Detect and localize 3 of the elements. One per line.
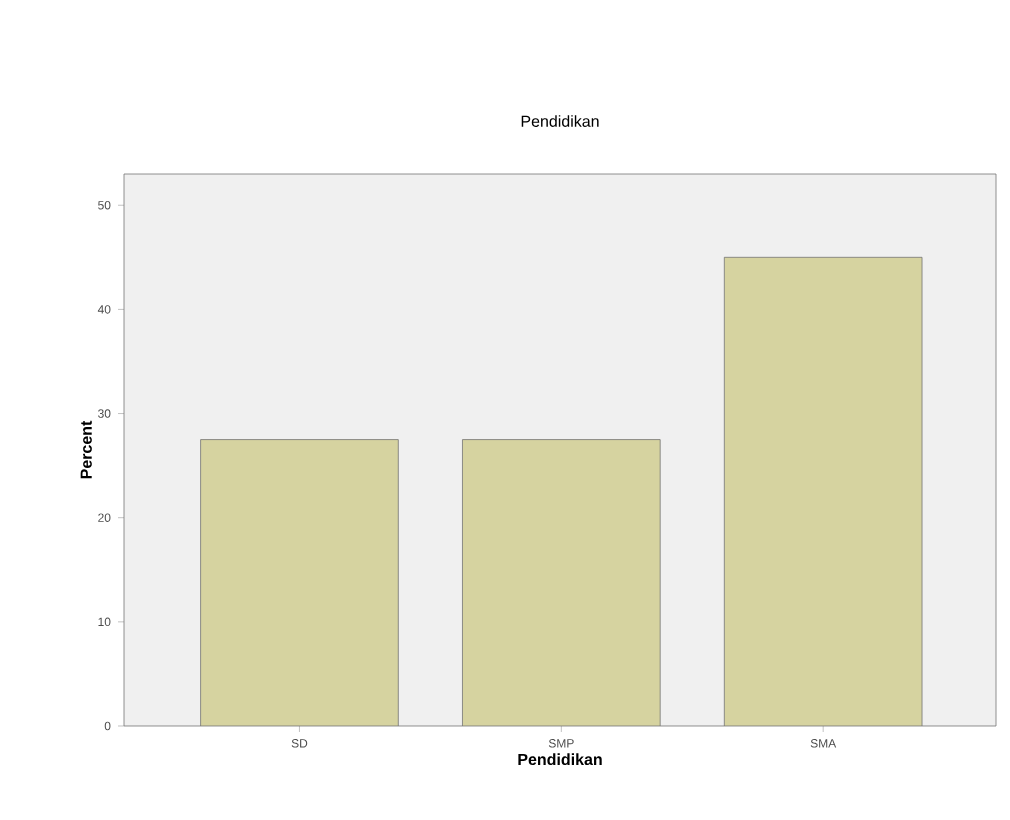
x-axis-title: Pendidikan xyxy=(518,753,602,766)
y-axis-title: Percent xyxy=(80,420,92,479)
chart-title: Pendidikan xyxy=(521,115,599,127)
